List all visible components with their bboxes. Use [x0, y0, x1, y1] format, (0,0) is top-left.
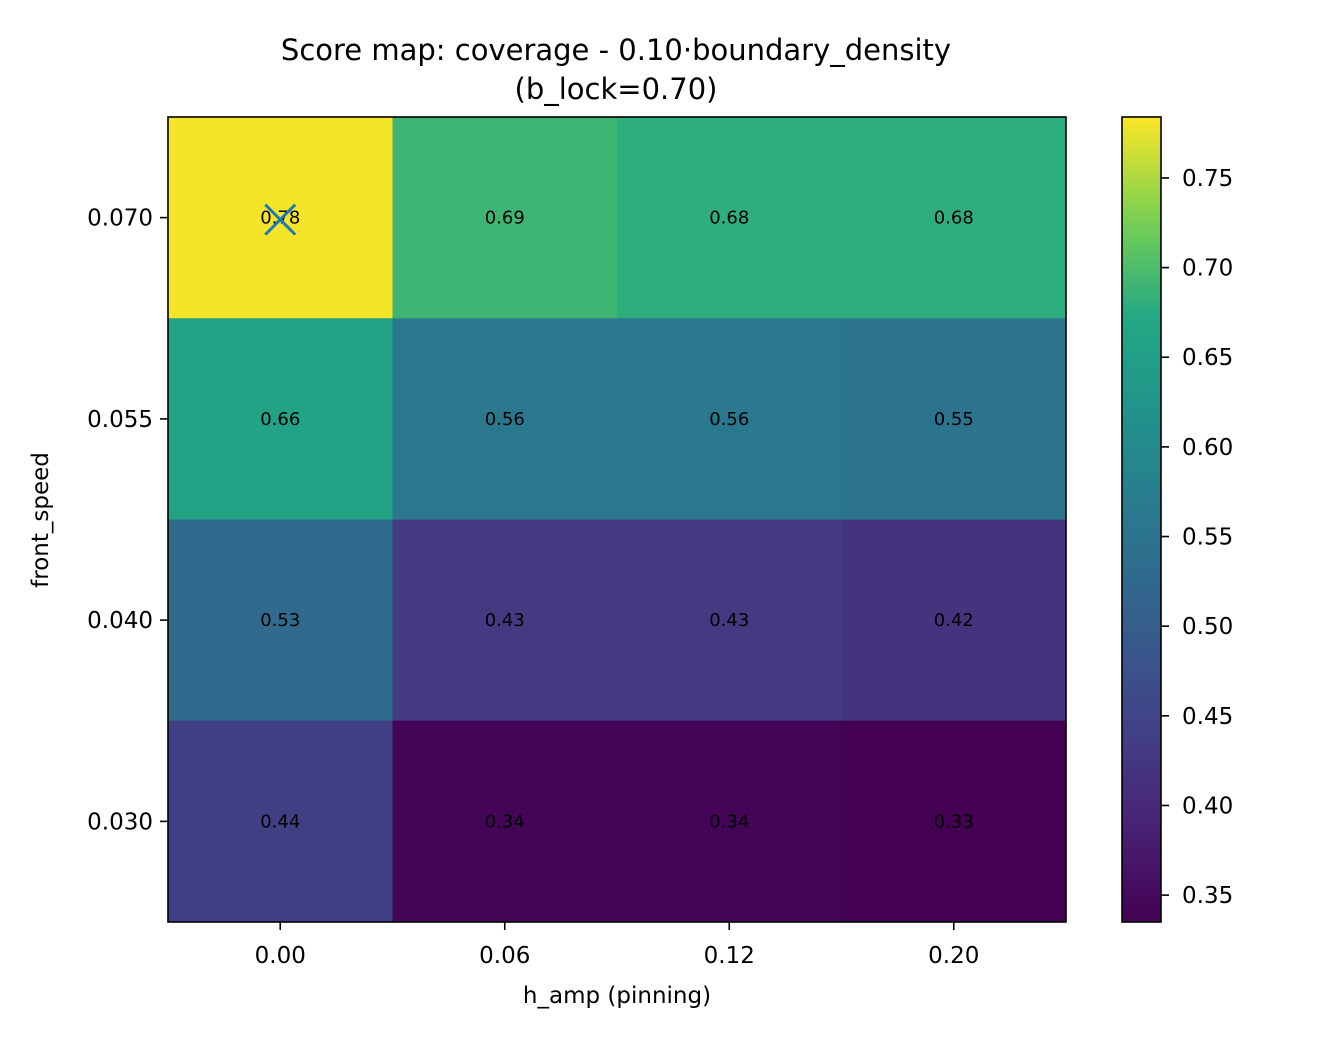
x-tick-label: 0.12 [704, 943, 755, 969]
heatmap-cell [392, 720, 618, 923]
heatmap-cell [617, 117, 842, 319]
cell-value-label: 0.44 [260, 811, 300, 832]
cell-value-label: 0.55 [934, 409, 974, 430]
y-tick-label: 0.070 [87, 206, 153, 232]
heatmap-cells [168, 117, 1067, 923]
best-point-marker [264, 203, 297, 236]
colorbar [1122, 117, 1161, 922]
heatmap-cell [392, 519, 618, 722]
heatmap-cell [841, 519, 1067, 722]
colorbar-tick-label: 0.65 [1182, 345, 1233, 371]
colorbar-tick-label: 0.45 [1182, 704, 1233, 730]
heatmap-cell [392, 117, 618, 319]
cell-value-label: 0.69 [485, 208, 525, 229]
x-tick-label: 0.06 [479, 943, 530, 969]
cell-value-label: 0.34 [485, 811, 525, 832]
cell-value-label: 0.42 [934, 610, 974, 631]
colorbar-frame [1121, 116, 1162, 923]
plot-frame [167, 116, 1067, 923]
heatmap-cell [168, 720, 393, 923]
heatmap-cell [392, 318, 618, 520]
chart-subtitle: (b_lock=0.70) [515, 72, 718, 106]
colorbar-tick-label: 0.55 [1182, 525, 1233, 551]
colorbar-ticks: 0.35 0.40 0.45 0.50 0.55 0.60 0.65 0.70 0.75 [1161, 166, 1233, 909]
cell-value-label: 0.53 [260, 610, 300, 631]
x-axis-ticks: 0.00 0.06 0.12 0.20 [255, 922, 979, 969]
heatmap-cell [617, 519, 842, 722]
colorbar-tick-label: 0.40 [1182, 793, 1233, 819]
cell-value-label: 0.33 [934, 811, 974, 832]
heatmap-cell [617, 318, 842, 520]
chart-title: Score map: coverage - 0.10·boundary_dens… [281, 33, 951, 67]
y-tick-label: 0.040 [87, 608, 153, 634]
cell-value-label: 0.43 [485, 610, 525, 631]
cell-value-label: 0.56 [709, 409, 749, 430]
x-axis-label: h_amp (pinning) [523, 983, 711, 1009]
x-tick-label: 0.00 [255, 943, 306, 969]
colorbar-tick-label: 0.75 [1182, 166, 1233, 192]
y-axis-label: front_speed [28, 452, 54, 588]
heatmap-cell [841, 318, 1067, 520]
y-axis-ticks: 0.070 0.055 0.040 0.030 [87, 206, 168, 835]
heatmap-cell [617, 720, 842, 923]
colorbar-tick-label: 0.70 [1182, 256, 1233, 282]
heatmap-cell [168, 318, 393, 520]
cell-value-label: 0.68 [709, 208, 749, 229]
colorbar-tick-label: 0.50 [1182, 614, 1233, 640]
y-tick-label: 0.055 [87, 407, 153, 433]
heatmap-cell [841, 720, 1067, 923]
cell-value-label: 0.34 [709, 811, 749, 832]
y-tick-label: 0.030 [87, 809, 153, 835]
colorbar-tick-label: 0.60 [1182, 435, 1233, 461]
cell-value-label: 0.56 [485, 409, 525, 430]
cell-value-label: 0.66 [260, 409, 300, 430]
heatmap-cell [168, 519, 393, 722]
colorbar-tick-label: 0.35 [1182, 883, 1233, 909]
x-tick-label: 0.20 [928, 943, 979, 969]
cell-value-label: 0.68 [934, 208, 974, 229]
cell-value-label: 0.43 [709, 610, 749, 631]
heatmap-cell-labels: 0.780.690.680.680.660.560.560.550.530.43… [260, 208, 974, 833]
heatmap-cell [841, 117, 1067, 319]
best-marker-stroke [264, 203, 297, 236]
